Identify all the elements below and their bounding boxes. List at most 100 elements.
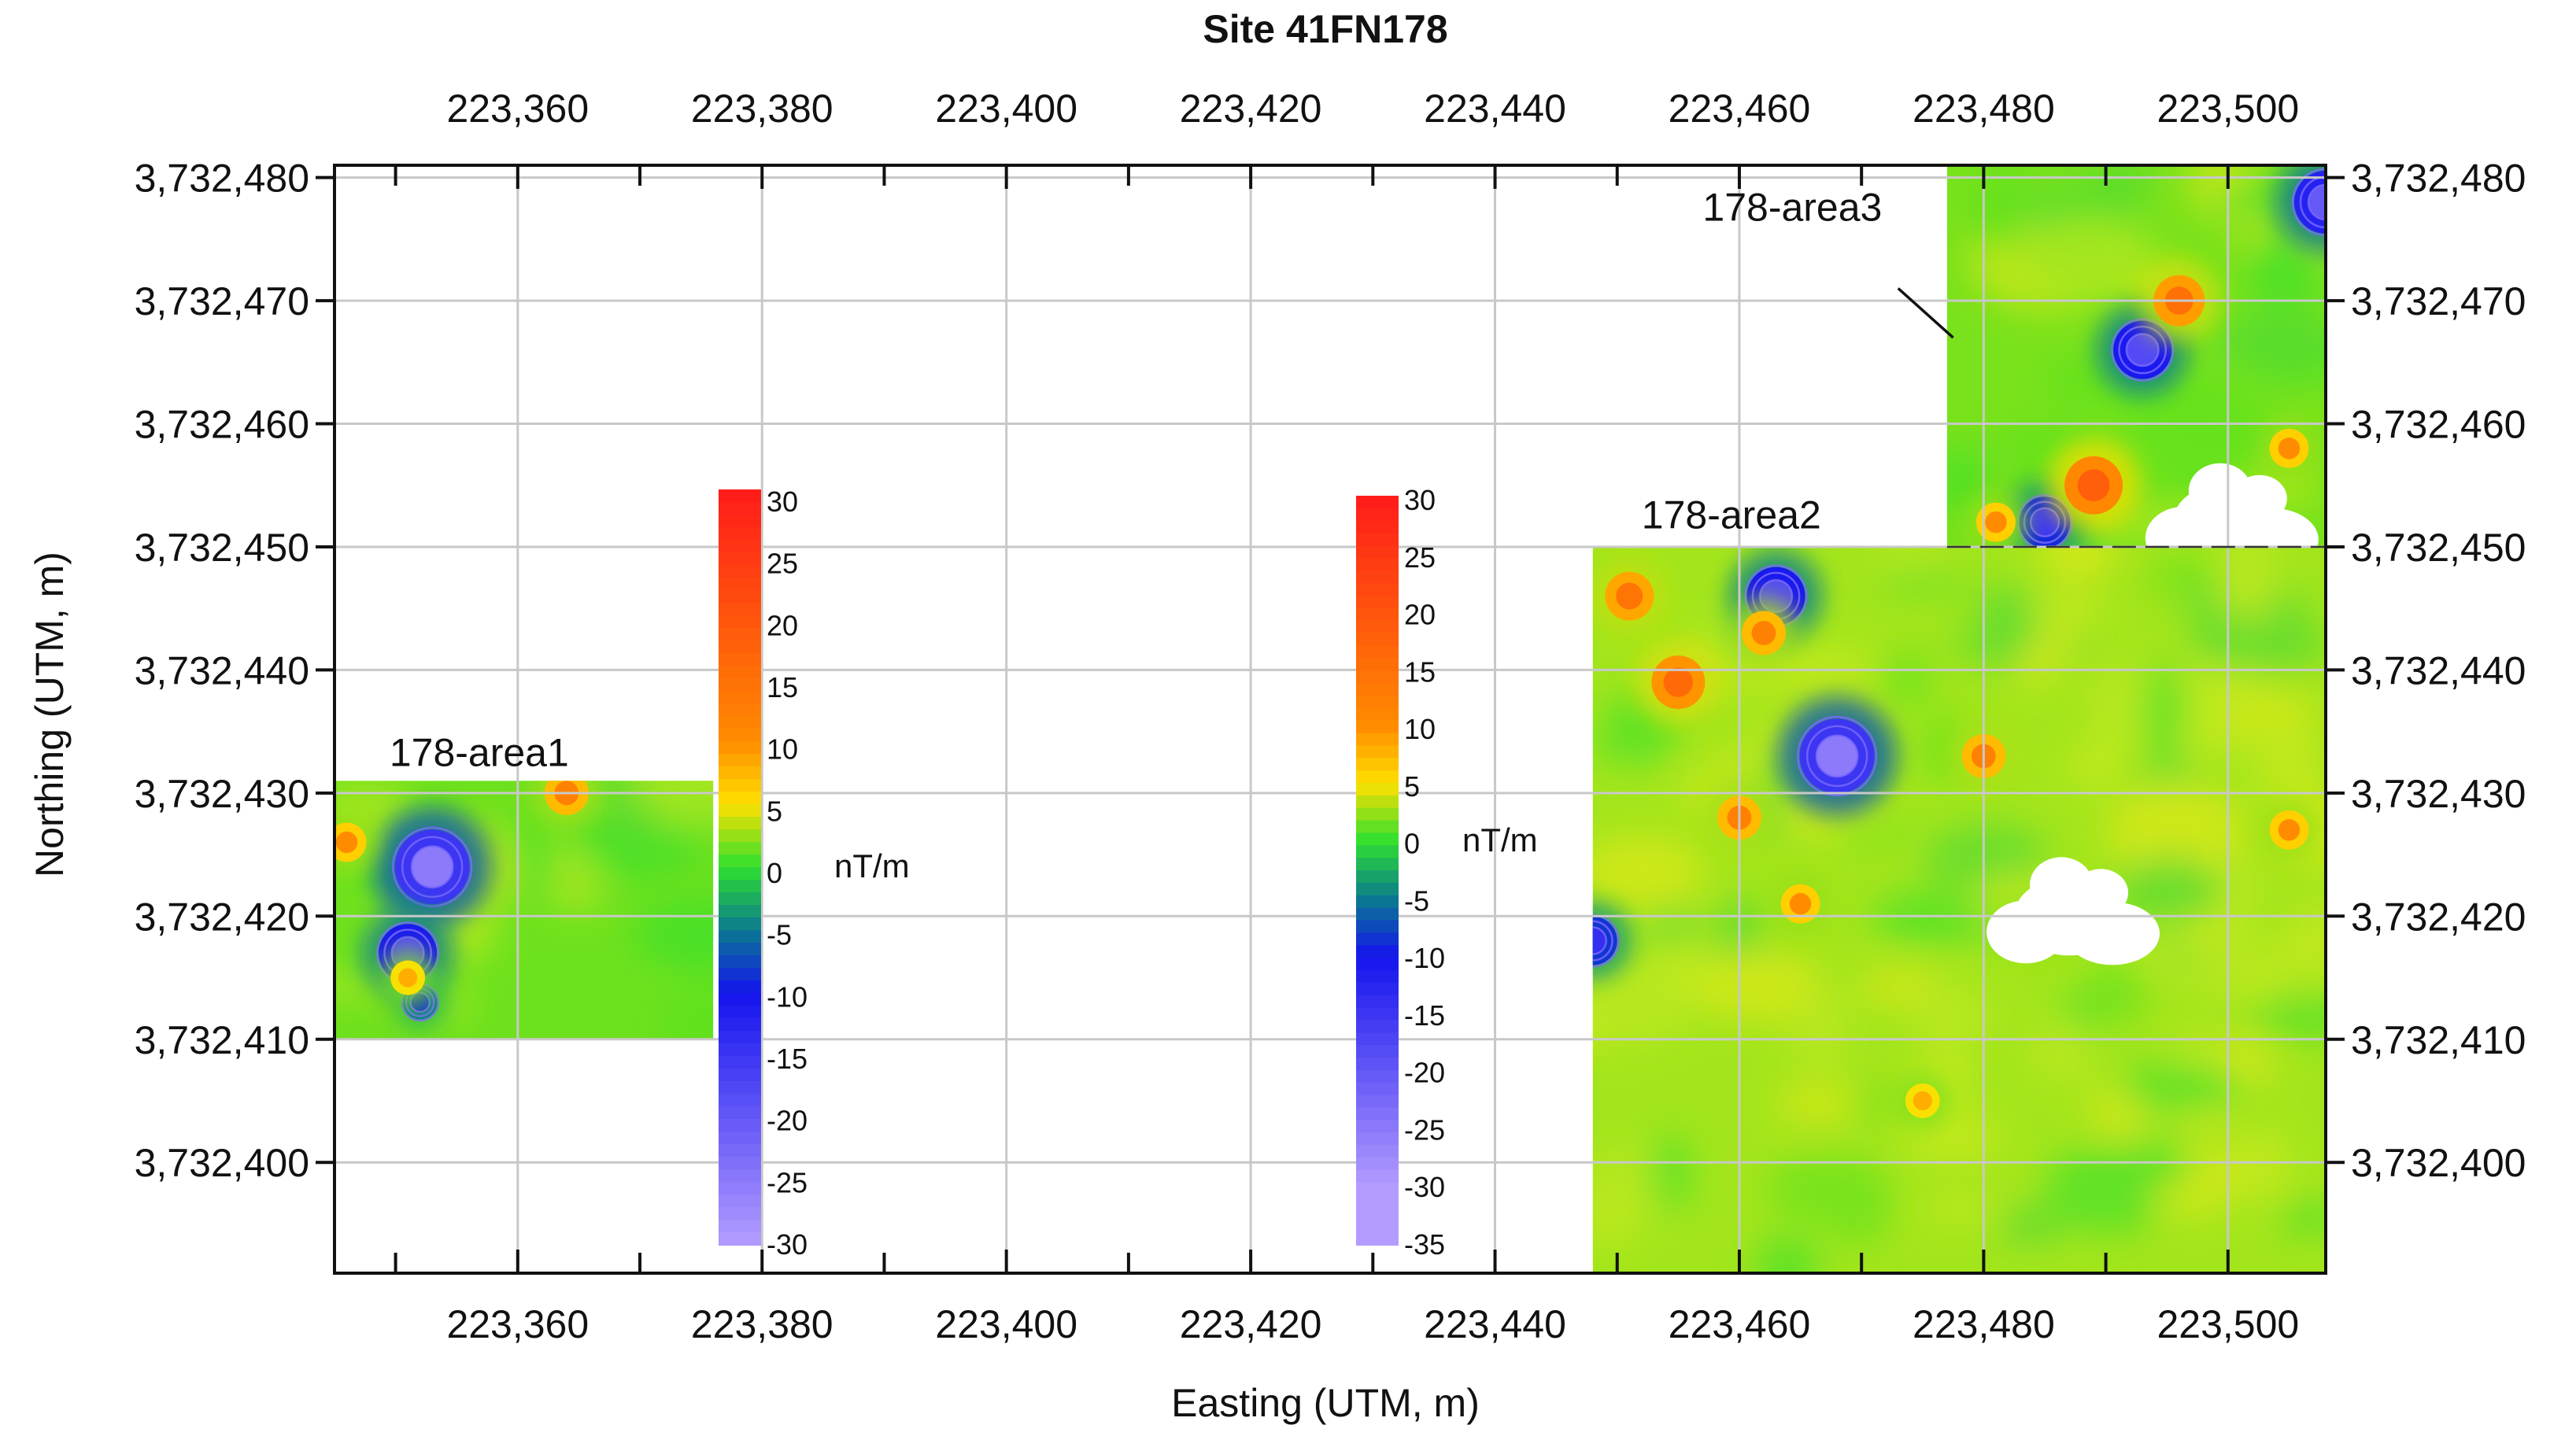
y-tick-label-right: 3,732,430 [2351, 772, 2526, 816]
colorbar-swatch [719, 578, 761, 591]
anomaly-positive [1894, 1073, 1950, 1129]
colorbar-tick-label: -10 [1404, 942, 1445, 974]
colorbar-swatch [719, 641, 761, 654]
texture-blob [1824, 1187, 1890, 1245]
colorbar-swatch [1356, 758, 1399, 772]
texture-blob [1875, 650, 1934, 709]
colorbar-swatch [1356, 1007, 1399, 1021]
survey-area-layer [334, 165, 2327, 1273]
plot-frame [333, 164, 2327, 1275]
y-tick-label-right: 3,732,450 [2351, 526, 2526, 570]
colorbar-unit-label: nT/m [834, 847, 910, 884]
colorbar-swatch [719, 716, 761, 729]
texture-blob [2141, 664, 2190, 757]
x-tick-label-bottom: 223,420 [1180, 1302, 1322, 1346]
colorbar-swatch [719, 1069, 761, 1082]
y-tick-label-right: 3,732,410 [2351, 1018, 2526, 1062]
anomaly-core [398, 968, 418, 988]
colorbar-swatch [719, 1119, 761, 1132]
anomaly-contour [1592, 920, 1613, 962]
colorbar-swatch [1356, 845, 1399, 859]
colorbar-swatch [1356, 920, 1399, 934]
colorbar-swatch [1356, 670, 1399, 684]
colorbar-tick-label: -30 [1404, 1171, 1445, 1203]
texture-blob [1872, 889, 1988, 945]
texture-blob [2118, 1059, 2245, 1117]
colorbar-swatch [719, 515, 761, 528]
colorbar-swatch [719, 1056, 761, 1069]
survey-area-178-area2 [1592, 546, 2326, 1273]
colorbar-layer: 30 25 20 15 10 5 0 -5 -10 -15 -20 -25 -30 nT/m 30 25 20 1… [719, 484, 1538, 1261]
colorbar-swatch [719, 1157, 761, 1170]
colorbar-swatch [1356, 770, 1399, 784]
colorbar-swatch [719, 905, 761, 918]
anomaly-core [1789, 892, 1812, 915]
y-tick-label-right: 3,732,440 [2351, 648, 2526, 692]
anomaly-positive [1635, 639, 1721, 726]
x-tick-label-bottom: 223,380 [691, 1302, 833, 1346]
colorbar-swatch [719, 489, 761, 503]
colorbar-swatch [1356, 945, 1399, 959]
survey-area-178-area3 [1946, 165, 2327, 547]
colorbar-swatch [1356, 683, 1399, 696]
colorbar-swatch [1356, 583, 1399, 596]
colorbar-swatch [719, 955, 761, 969]
texture-blob [1592, 718, 1678, 765]
texture-blob [1776, 1083, 1858, 1123]
colorbar-tick-label: -20 [767, 1105, 808, 1137]
texture-blob [2265, 929, 2326, 962]
colorbar-swatch [719, 1220, 761, 1233]
colorbar-swatch [719, 590, 761, 604]
anomaly-core [1913, 1091, 1932, 1111]
x-tick-label-top: 223,380 [691, 87, 833, 131]
colorbar-swatch [719, 666, 761, 679]
anomaly-core [1616, 582, 1643, 610]
anomaly-contour [1797, 715, 1878, 797]
anomaly-contour [1592, 926, 1608, 955]
anomaly-positive [1768, 872, 1832, 936]
anomaly-contour [2118, 325, 2168, 375]
colorbar-swatch [1356, 533, 1399, 547]
colorbar-tick-label: -25 [767, 1166, 808, 1198]
anomaly-positive [379, 950, 436, 1006]
colorbar-swatch [719, 628, 761, 641]
grid-layer [334, 165, 2326, 1273]
texture-blob [1647, 1132, 1691, 1214]
colorbar-tick-label: 20 [1404, 599, 1436, 631]
anomaly-contour [392, 826, 473, 907]
area-label: 178-area3 [1702, 185, 1882, 229]
anomaly-contour [1805, 725, 1868, 788]
colorbar-swatch [719, 842, 761, 855]
colorbar-tick-label: 30 [1404, 484, 1436, 516]
colorbar-swatch [1356, 807, 1399, 821]
anomaly-contour [2125, 333, 2160, 367]
colorbar-swatch [1356, 695, 1399, 709]
texture-blob [1788, 991, 1851, 1069]
colorbar-swatch [1356, 733, 1399, 747]
anomaly-negative [1592, 902, 1632, 980]
texture-blob [1994, 1205, 2068, 1243]
y-tick-label-right: 3,732,480 [2351, 157, 2526, 201]
anomaly-positive [334, 810, 379, 874]
colorbar-swatch [1356, 1069, 1399, 1084]
colorbar-swatch [1356, 620, 1399, 634]
texture-blob [1829, 815, 1911, 842]
colorbar-swatch [1356, 1020, 1399, 1034]
colorbar-swatch [719, 1232, 761, 1246]
x-tick-label-bottom: 223,440 [1424, 1302, 1566, 1346]
colorbar-1: 30 25 20 15 10 5 0 -5 -10 -15 -20 -25 -30 nT/m [719, 486, 910, 1261]
y-tick-label-left: 3,732,430 [135, 772, 309, 816]
anomaly-positive [2257, 416, 2321, 480]
texture-blob [2084, 959, 2150, 1023]
texture-blob [662, 980, 714, 1039]
texture-blob [1592, 835, 1706, 907]
texture-blob [1700, 953, 1826, 1021]
texture-blob [1910, 983, 1992, 1050]
axes-layer: 223,360 223,360 223,380 223,380 223,400 223,4… [135, 87, 2526, 1346]
texture-blob [1970, 165, 2027, 253]
no-data-blob [2065, 902, 2160, 965]
area-label: 178-area1 [390, 730, 569, 774]
anomaly-negative [372, 807, 493, 927]
colorbar-swatch [719, 1043, 761, 1057]
